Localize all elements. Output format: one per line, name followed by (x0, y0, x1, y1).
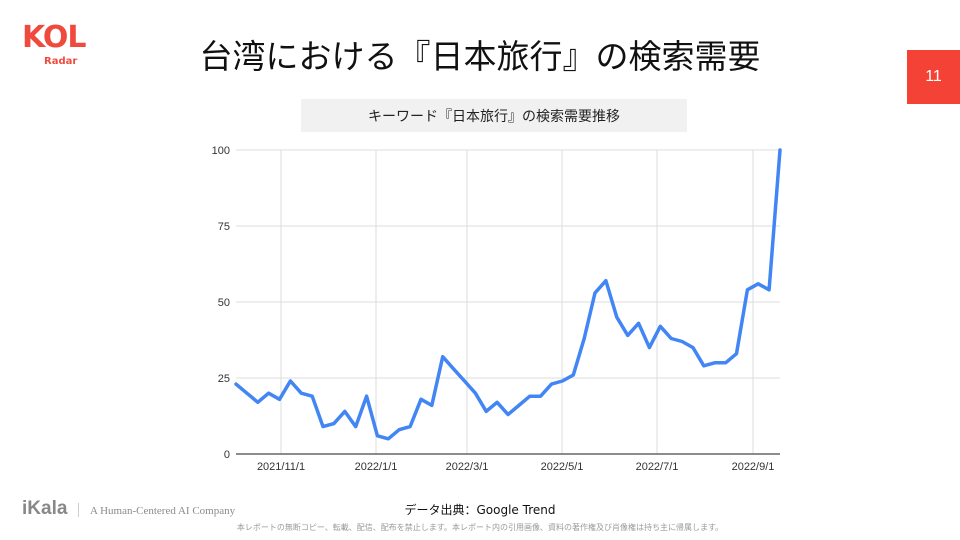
chart-grid (236, 149, 780, 454)
logo-kol-text: KOL (22, 20, 87, 55)
y-tick-label: 0 (224, 449, 230, 461)
logo-radar-text: Radar (44, 56, 78, 67)
x-tick-label: 2022/9/1 (732, 461, 775, 473)
y-axis-ticks: 0 25 50 75 100 (212, 145, 230, 461)
line-chart: 0 25 50 75 100 2021/11/1 2022/1/1 2022/3/1 2022… (212, 145, 782, 473)
copyright-notice: 本レポートの無断コピー、転載、配信、配布を禁止します。本レポート内の引用画像、資… (236, 523, 724, 532)
y-tick-label: 25 (218, 373, 230, 385)
x-tick-label: 2022/5/1 (541, 461, 584, 473)
kol-radar-logo: KOL Radar (22, 22, 102, 72)
company-tagline: A Human-Centered AI Company (90, 505, 236, 517)
x-axis-ticks: 2021/11/1 2022/1/1 2022/3/1 2022/5/1 2022/7/… (257, 461, 774, 473)
chart-title: キーワード『日本旅行』の検索需要推移 (301, 99, 687, 132)
x-tick-label: 2022/3/1 (446, 461, 489, 473)
footer-divider (78, 503, 79, 517)
page-number-badge: 11 (907, 50, 960, 104)
y-tick-label: 100 (212, 145, 230, 157)
data-source: データ出典：Google Trend (404, 503, 556, 517)
y-tick-label: 75 (218, 221, 230, 233)
x-tick-label: 2022/1/1 (355, 461, 398, 473)
slide-title: 台湾における『日本旅行』の検索需要 (199, 37, 761, 76)
x-tick-label: 2021/11/1 (257, 461, 305, 473)
ikala-logo: iKala (22, 498, 68, 519)
x-tick-label: 2022/7/1 (636, 461, 679, 473)
series-line-japan-travel (234, 148, 782, 441)
y-tick-label: 50 (218, 297, 230, 309)
